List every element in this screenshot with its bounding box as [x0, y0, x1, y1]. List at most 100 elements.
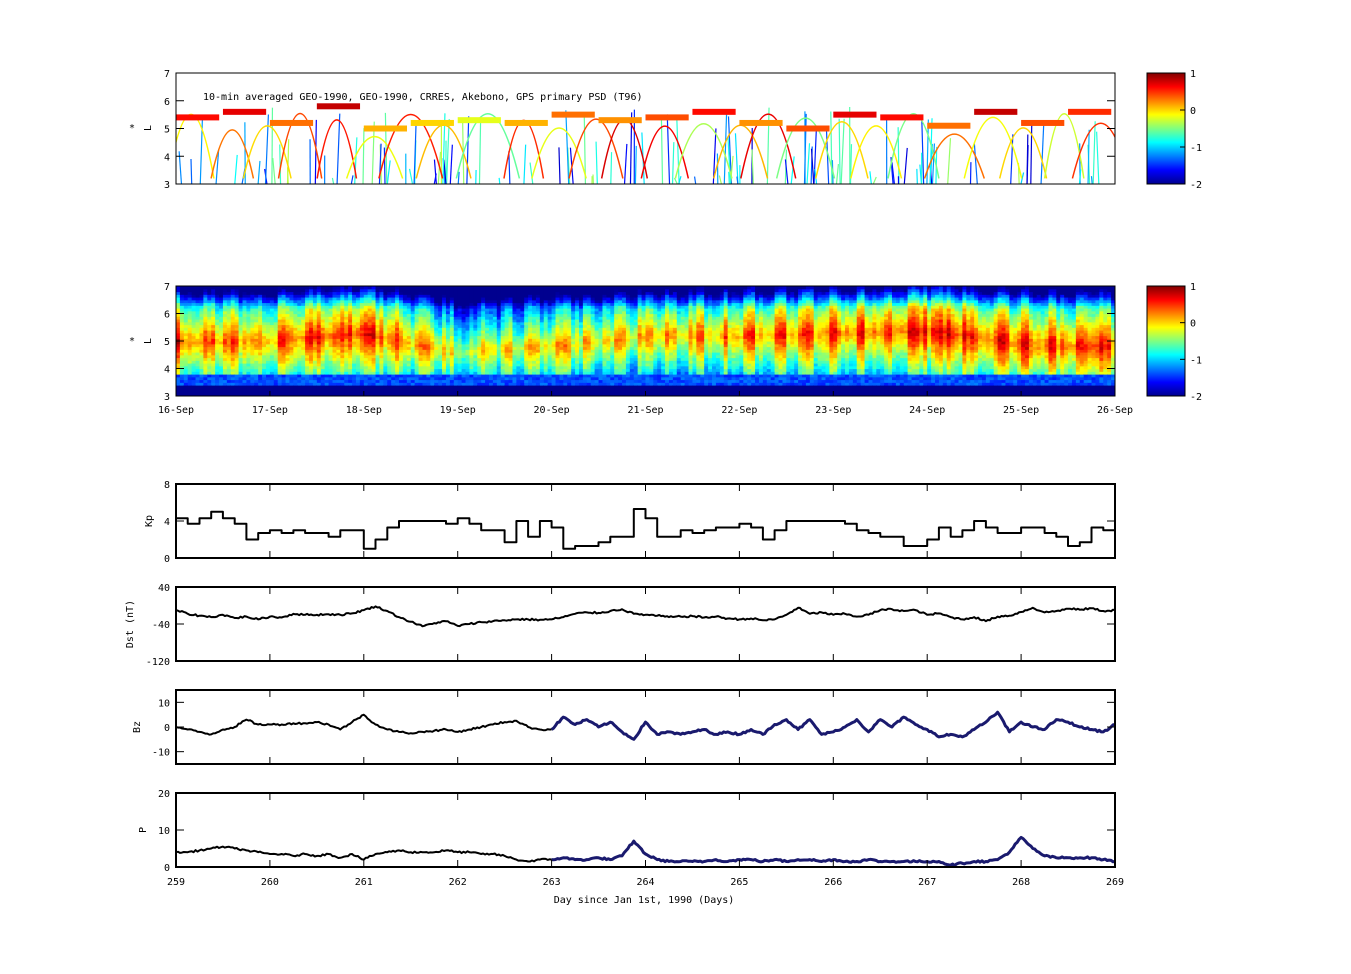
- heat-cell: [629, 352, 635, 356]
- heat-cell: [305, 349, 310, 353]
- heat-cell: [461, 387, 467, 392]
- heat-cell: [410, 385, 416, 389]
- heat-cell: [328, 316, 334, 320]
- heat-cell: [359, 335, 365, 339]
- heat-cell: [305, 371, 310, 375]
- heat-cell: [336, 330, 341, 334]
- heat-cell: [222, 376, 228, 381]
- heat-cell: [473, 363, 478, 367]
- heat-cell: [622, 352, 627, 356]
- heat-cell: [383, 297, 388, 301]
- heat-cell: [590, 368, 596, 372]
- heat-cell: [179, 385, 185, 389]
- heat-cell: [230, 316, 236, 320]
- heat-cell: [485, 291, 490, 295]
- heat-cell: [305, 346, 310, 350]
- heat-cell: [563, 288, 568, 293]
- heat-cell: [633, 310, 639, 315]
- heat-cell: [340, 321, 345, 326]
- heat-cell: [629, 385, 635, 389]
- heat-cell: [222, 343, 228, 348]
- psd-trace: [830, 111, 833, 184]
- heat-cell: [453, 379, 459, 383]
- heat-cell: [309, 286, 314, 290]
- heat-cell: [465, 294, 471, 298]
- heat-cell: [340, 316, 345, 320]
- heat-cell: [622, 343, 627, 348]
- heat-cell: [312, 343, 318, 348]
- heat-cell: [567, 352, 572, 356]
- heat-cell: [309, 352, 314, 356]
- heat-cell: [457, 390, 463, 394]
- heat-cell: [532, 288, 537, 293]
- heat-cell: [328, 393, 334, 396]
- heat-cell: [320, 365, 326, 370]
- heat-cell: [258, 302, 263, 306]
- heat-cell: [273, 316, 279, 320]
- heat-cell: [359, 291, 365, 295]
- heat-cell: [234, 310, 240, 315]
- heat-cell: [222, 368, 228, 372]
- heat-cell: [469, 341, 474, 345]
- heat-cell: [402, 299, 408, 304]
- heat-cell: [641, 360, 647, 364]
- heat-cell: [262, 376, 267, 381]
- heat-cell: [625, 368, 631, 372]
- heat-cell: [614, 349, 619, 353]
- heat-cell: [379, 335, 384, 339]
- heat-cell: [215, 393, 220, 396]
- heat-cell: [504, 327, 510, 331]
- heat-cell: [563, 376, 568, 381]
- heat-cell: [383, 310, 388, 315]
- heat-cell: [586, 316, 592, 320]
- heat-cell: [633, 332, 639, 337]
- heat-cell: [434, 313, 439, 317]
- heat-cell: [383, 324, 388, 328]
- heat-cell: [293, 302, 298, 306]
- heat-cell: [250, 343, 255, 348]
- heat-cell: [461, 316, 467, 320]
- heat-cell: [297, 393, 302, 396]
- heat-cell: [520, 341, 525, 345]
- psd-annotation: 10-min averaged GEO-1990, GEO-1990, CRRE…: [203, 92, 643, 103]
- heat-cell: [606, 330, 611, 334]
- heat-cell: [434, 382, 439, 386]
- heat-cell: [395, 341, 400, 345]
- heat-cell: [461, 393, 467, 396]
- heat-cell: [508, 379, 514, 383]
- heat-cell: [445, 371, 451, 375]
- heat-cell: [363, 357, 369, 361]
- heat-cell: [316, 324, 322, 328]
- heat-cell: [340, 338, 345, 342]
- heat-cell: [344, 346, 349, 350]
- heat-cell: [207, 308, 212, 312]
- heat-cell: [532, 302, 537, 306]
- psd-trace: [921, 120, 925, 184]
- heat-cell: [222, 354, 228, 359]
- heat-cell: [359, 330, 365, 334]
- heat-cell: [179, 393, 185, 396]
- heat-cell: [489, 360, 494, 364]
- heat-cell: [293, 349, 298, 353]
- heat-cell: [625, 357, 631, 361]
- heat-cell: [309, 360, 314, 364]
- heat-cell: [289, 387, 294, 392]
- heat-cell: [309, 319, 314, 323]
- heat-cell: [183, 321, 189, 326]
- heat-cell: [242, 374, 248, 378]
- heat-cell: [219, 368, 224, 372]
- heat-cell: [320, 299, 326, 304]
- heat-cell: [504, 385, 510, 389]
- heat-cell: [500, 368, 506, 372]
- heat-cell: [277, 360, 283, 364]
- heat-cell: [563, 299, 568, 304]
- heat-cell: [524, 341, 529, 345]
- heat-cell: [234, 349, 240, 353]
- heat-cell: [453, 299, 459, 304]
- heat-cell: [234, 382, 240, 386]
- heat-cell: [418, 324, 424, 328]
- heat-cell: [481, 390, 486, 394]
- heat-cell: [492, 291, 498, 295]
- heat-cell: [567, 332, 572, 337]
- heat-cell: [602, 297, 607, 301]
